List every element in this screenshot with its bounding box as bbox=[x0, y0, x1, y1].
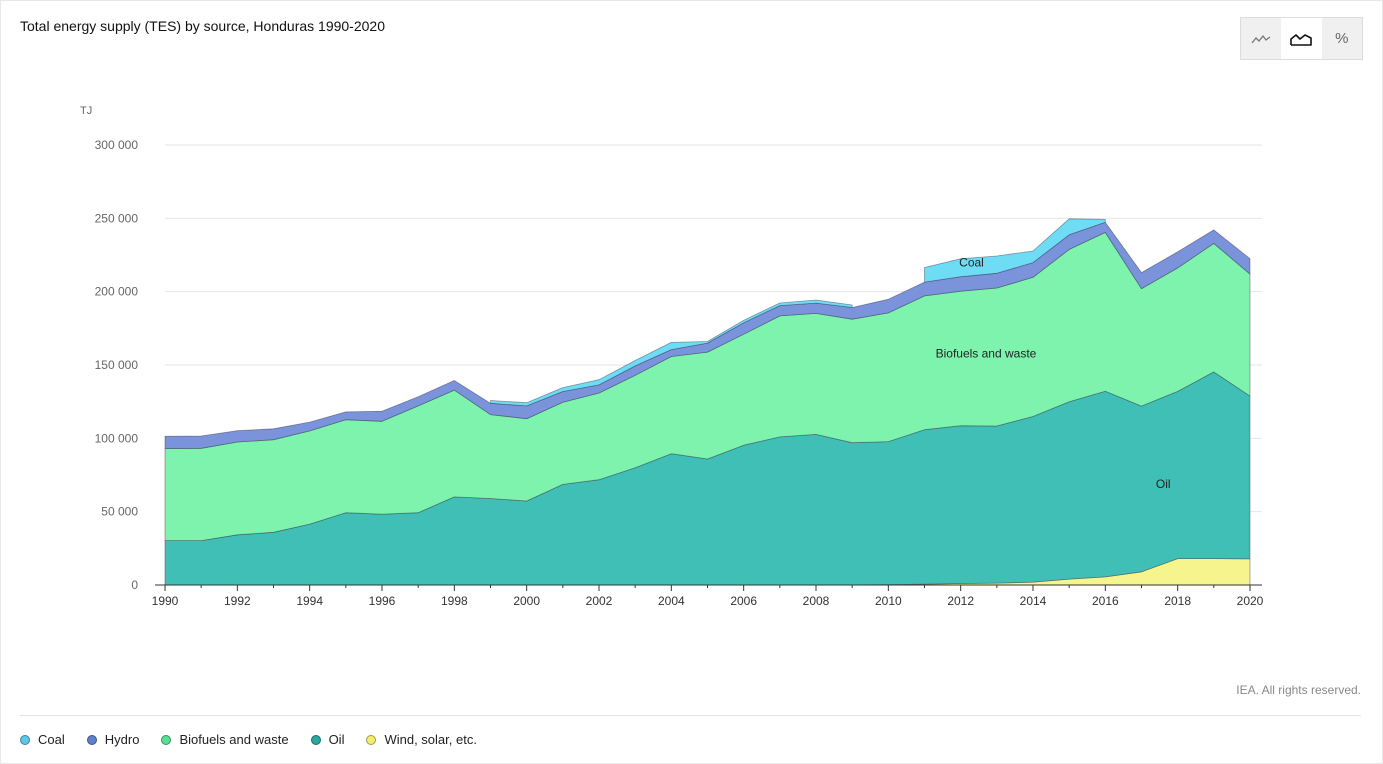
x-tick-label: 2018 bbox=[1164, 594, 1191, 608]
legend-label-wind: Wind, solar, etc. bbox=[384, 732, 477, 747]
x-tick-label: 2014 bbox=[1020, 594, 1047, 608]
legend-label-biofuels: Biofuels and waste bbox=[179, 732, 289, 747]
series-label: Oil bbox=[1156, 477, 1171, 491]
x-tick-label: 2004 bbox=[658, 594, 685, 608]
y-axis-unit: TJ bbox=[80, 105, 92, 117]
chart-title: Total energy supply (TES) by source, Hon… bbox=[20, 18, 385, 34]
legend-dot-oil bbox=[310, 734, 321, 745]
area-coal bbox=[490, 299, 853, 407]
line-view-button[interactable] bbox=[1241, 18, 1281, 59]
x-tick-label: 2012 bbox=[947, 594, 974, 608]
area-hydro bbox=[164, 221, 1251, 449]
x-tick-label: 1998 bbox=[441, 594, 468, 608]
y-tick-label: 200 000 bbox=[95, 285, 139, 299]
x-tick-label: 2016 bbox=[1092, 594, 1119, 608]
legend-dot-hydro bbox=[86, 734, 97, 745]
x-tick-label: 1996 bbox=[369, 594, 396, 608]
y-tick-label: 50 000 bbox=[101, 505, 138, 519]
legend-item-biofuels[interactable]: Biofuels and waste bbox=[161, 732, 289, 747]
legend-label-oil: Oil bbox=[328, 732, 345, 747]
x-tick-label: 2020 bbox=[1237, 594, 1264, 608]
chart-legend: Coal Hydro Biofuels and waste Oil Wind, … bbox=[20, 732, 477, 747]
legend-dot-coal bbox=[20, 734, 30, 745]
percent-view-button[interactable]: % bbox=[1322, 18, 1362, 59]
x-tick-label: 1990 bbox=[152, 594, 179, 608]
series-label: Biofuels and waste bbox=[936, 347, 1037, 361]
credit-text: IEA. All rights reserved. bbox=[1236, 683, 1361, 697]
x-tick-label: 1994 bbox=[296, 594, 323, 608]
legend-label-hydro: Hydro bbox=[104, 732, 140, 747]
legend-item-oil[interactable]: Oil bbox=[310, 732, 345, 747]
area-view-button[interactable] bbox=[1281, 18, 1322, 59]
y-tick-label: 300 000 bbox=[95, 138, 139, 152]
y-tick-label: 150 000 bbox=[95, 358, 139, 372]
chart-view-toggle: % bbox=[1240, 17, 1363, 60]
legend-item-hydro[interactable]: Hydro bbox=[86, 732, 140, 747]
area-chart: 0 50 000 100 000 150 000 200 000 250 000 300 0… bbox=[80, 105, 1264, 608]
legend-dot-biofuels bbox=[161, 734, 172, 745]
area-chart-icon bbox=[1290, 33, 1313, 46]
y-tick-label: 250 000 bbox=[95, 211, 139, 225]
legend-item-coal[interactable]: Coal bbox=[20, 732, 65, 747]
line-chart-icon bbox=[1251, 34, 1271, 43]
legend-item-wind[interactable]: Wind, solar, etc. bbox=[366, 732, 477, 747]
x-tick-label: 2002 bbox=[586, 594, 613, 608]
legend-dot-wind bbox=[366, 734, 377, 745]
y-tick-label: 0 bbox=[131, 578, 138, 592]
area-coal bbox=[924, 218, 1106, 283]
series-label: Coal bbox=[959, 256, 984, 270]
x-tick-label: 2010 bbox=[875, 594, 902, 608]
x-tick-label: 2006 bbox=[730, 594, 757, 608]
legend-divider bbox=[20, 715, 1361, 716]
percent-icon: % bbox=[1335, 30, 1349, 47]
legend-label-coal: Coal bbox=[38, 732, 65, 747]
x-tick-label: 2000 bbox=[513, 594, 540, 608]
x-tick-label: 1992 bbox=[224, 594, 251, 608]
x-tick-label: 2008 bbox=[803, 594, 830, 608]
y-tick-label: 100 000 bbox=[95, 431, 139, 445]
